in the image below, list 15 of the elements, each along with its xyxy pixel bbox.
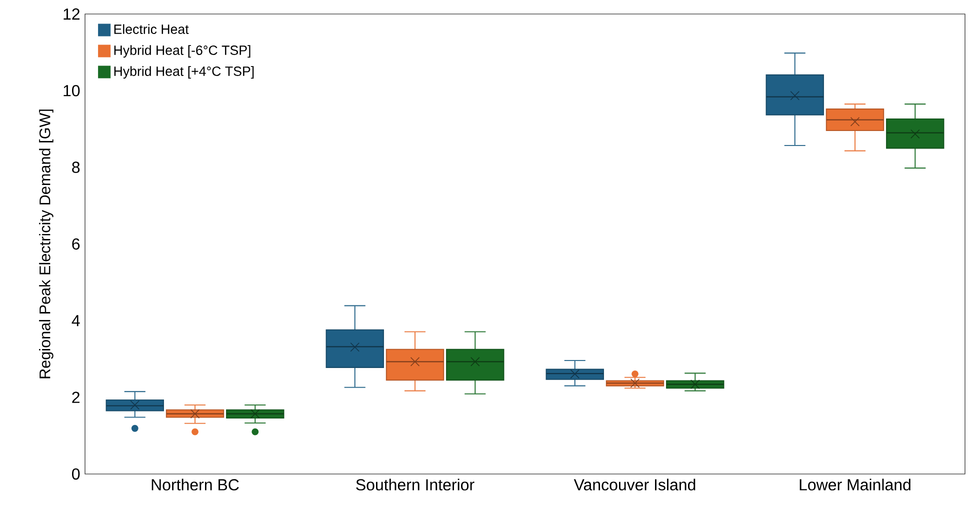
- legend-label: Hybrid Heat [+4°C TSP]: [114, 66, 254, 79]
- y-tick-label: 4: [72, 315, 80, 326]
- y-tick-label: 0: [72, 468, 80, 480]
- y-tick-label: 2: [72, 392, 80, 403]
- y-axis-title: Regional Peak Electricity Demand [GW]: [39, 110, 54, 378]
- legend-label: Electric Heat: [114, 24, 189, 34]
- y-tick-label: 12: [64, 8, 80, 20]
- legend-label: Hybrid Heat [-6°C TSP]: [114, 45, 250, 58]
- x-tick-label: Northern BC: [152, 478, 239, 490]
- x-tick-label: Vancouver Island: [574, 478, 696, 490]
- y-tick-label: 10: [64, 84, 80, 96]
- y-tick-label: 6: [72, 238, 80, 250]
- y-tick-label: 8: [72, 162, 80, 173]
- x-tick-label: Southern Interior: [356, 478, 474, 490]
- x-tick-label: Lower Mainland: [800, 478, 910, 490]
